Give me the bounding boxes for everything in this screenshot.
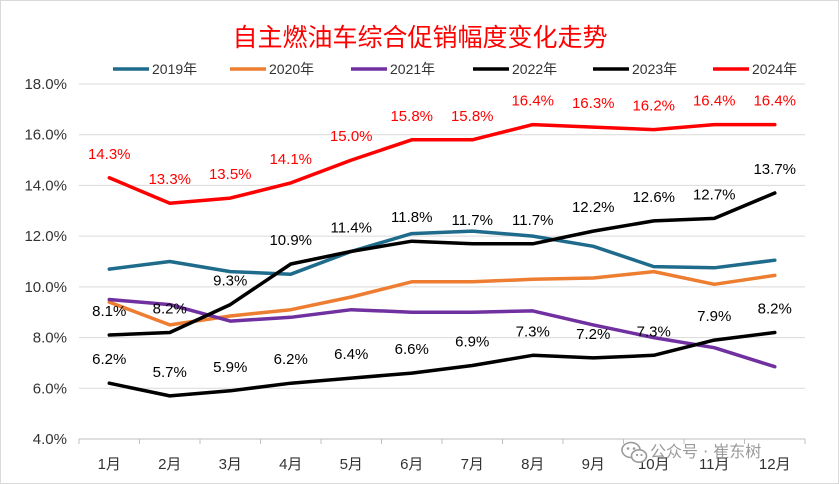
x-tick-label: 11月 (699, 456, 730, 473)
legend-item: 2020年 (230, 61, 314, 77)
data-label: 6.2% (92, 351, 126, 368)
x-tick-label: 2月 (158, 456, 181, 473)
legend-item: 2024年 (713, 61, 797, 77)
legend-label: 2023年 (632, 61, 677, 77)
x-tick-label: 8月 (521, 456, 544, 473)
legend-item: 2023年 (593, 61, 677, 77)
series-line (107, 191, 777, 337)
data-label: 8.1% (92, 303, 126, 320)
legend: 2019年 2020年 2021年 2022年 2023年 2024年 (113, 61, 797, 77)
watermark: 公众号 · 崔东树 (621, 441, 761, 463)
x-tick-label: 3月 (219, 456, 242, 473)
data-label: 16.4% (693, 93, 736, 110)
y-axis: 4.0% 6.0% 8.0% 10.0% 12.0% 14.0% 16.0% 18.0% (24, 76, 67, 448)
data-label: 8.2% (758, 301, 792, 318)
data-label: 16.4% (511, 93, 554, 110)
series-line (107, 229, 777, 276)
data-label: 7.2% (576, 326, 610, 343)
data-label: 11.8% (391, 209, 432, 226)
y-tick-label: 6.0% (33, 380, 67, 397)
x-tick-label: 6月 (400, 456, 423, 473)
data-label: 16.4% (753, 93, 796, 110)
data-label: 15.0% (330, 128, 373, 145)
legend-label: 2021年 (390, 61, 435, 77)
series-lines (107, 122, 777, 398)
data-label: 6.6% (395, 341, 429, 358)
x-tick-label: 9月 (582, 456, 605, 473)
x-tick-label: 1月 (98, 456, 121, 473)
legend-label: 2024年 (752, 61, 797, 77)
gridlines (79, 83, 805, 440)
data-label: 14.1% (269, 151, 312, 168)
data-label: 6.9% (455, 333, 489, 350)
data-label: 15.8% (390, 108, 433, 125)
x-tick-label: 4月 (279, 456, 302, 473)
data-label: 9.3% (213, 273, 247, 290)
series-line (107, 297, 777, 369)
watermark-text: 公众号 · 崔东树 (650, 442, 761, 461)
data-label: 5.9% (213, 359, 247, 376)
data-label: 16.3% (572, 95, 615, 112)
y-tick-label: 12.0% (24, 228, 67, 245)
series-line (107, 330, 777, 398)
data-label: 13.5% (209, 166, 252, 183)
data-label: 10.9% (269, 232, 312, 249)
chart-title: 自主燃油车综合促销幅度变化走势 (232, 23, 607, 52)
legend-item: 2022年 (473, 61, 557, 77)
legend-label: 2020年 (269, 61, 314, 77)
data-label: 12.6% (632, 189, 675, 206)
data-label: 13.7% (753, 161, 796, 178)
data-label: 13.3% (148, 171, 191, 188)
x-tick-label: 5月 (340, 456, 363, 473)
series-line (107, 122, 777, 205)
data-label: 16.2% (632, 98, 675, 115)
wechat-icon (621, 441, 648, 463)
y-tick-label: 14.0% (24, 177, 67, 194)
y-tick-label: 10.0% (24, 279, 67, 296)
y-tick-label: 4.0% (33, 431, 67, 448)
legend-label: 2022年 (512, 61, 557, 77)
legend-item: 2019年 (113, 61, 197, 77)
data-label: 11.7% (512, 212, 553, 229)
data-label: 5.7% (153, 364, 187, 381)
data-label: 7.3% (637, 323, 671, 340)
data-label: 12.7% (693, 186, 736, 203)
x-tick-label: 12月 (759, 456, 791, 473)
x-tick-label: 10月 (638, 456, 670, 473)
legend-item: 2021年 (351, 61, 435, 77)
data-label: 8.2% (153, 301, 187, 318)
data-label: 15.8% (451, 108, 494, 125)
data-label: 7.9% (697, 308, 731, 325)
data-label: 11.7% (452, 212, 493, 229)
x-axis: 1月 2月 3月 4月 5月 6月 7月 8月 9月 10月 11月 12月 (78, 438, 806, 473)
data-label: 14.3% (88, 146, 131, 163)
data-labels: 8.1% 8.2% 9.3% 10.9% 11.4% 11.8% 11.7% 11.7% 12.… (88, 93, 796, 381)
data-label: 11.4% (331, 219, 372, 236)
data-label: 6.4% (334, 346, 368, 363)
y-tick-label: 16.0% (24, 127, 67, 144)
y-tick-label: 8.0% (33, 330, 67, 347)
x-tick-label: 7月 (461, 456, 484, 473)
data-label: 6.2% (274, 351, 308, 368)
y-tick-label: 18.0% (24, 76, 67, 93)
data-label: 7.3% (516, 323, 550, 340)
data-label: 12.2% (572, 199, 615, 216)
legend-label: 2019年 (152, 61, 197, 77)
